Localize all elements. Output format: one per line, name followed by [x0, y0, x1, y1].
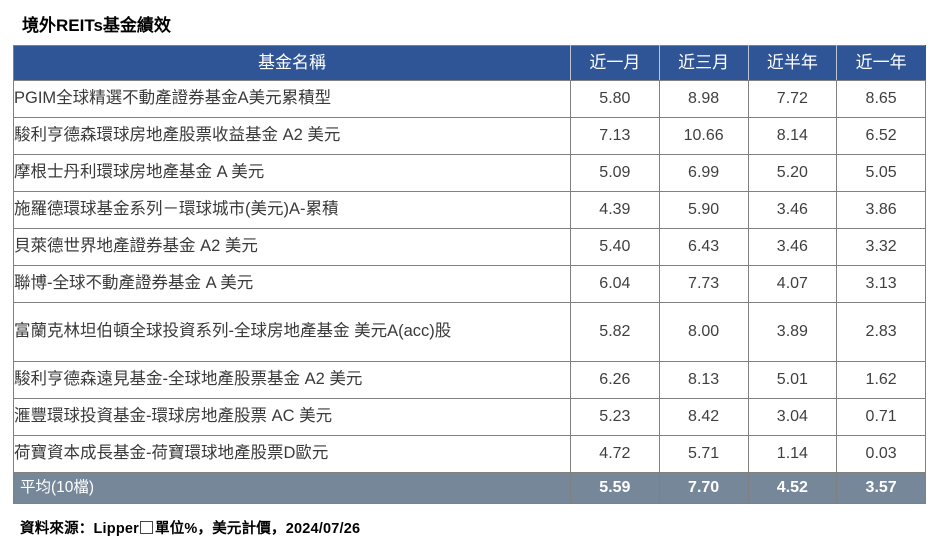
return-1-month-cell: 4.39 [570, 191, 660, 229]
return-3-month-cell: 8.42 [658, 398, 749, 436]
table-row: 滙豐環球投資基金-環球房地產股票 AC 美元 5.23 8.42 3.04 0.… [13, 398, 926, 436]
return-1-year-cell: 1.62 [836, 361, 926, 399]
return-1-month-cell: 5.82 [570, 302, 660, 362]
average-row: 平均(10檔) 5.59 7.70 4.52 3.57 [13, 472, 926, 504]
fund-name-cell: 摩根士丹利環球房地產基金 A 美元 [13, 154, 571, 192]
fund-name-cell: 駿利亨德森遠見基金-全球地產股票基金 A2 美元 [13, 361, 571, 399]
return-1-year-cell: 8.65 [836, 80, 926, 118]
return-6-month-cell: 8.14 [747, 117, 838, 155]
fund-name-cell: 富蘭克林坦伯頓全球投資系列-全球房地產基金 美元A(acc)股 [13, 302, 571, 362]
return-3-month-cell: 6.99 [658, 154, 749, 192]
return-6-month-cell: 3.04 [747, 398, 838, 436]
fund-name-cell: 施羅德環球基金系列－環球城市(美元)A-累積 [13, 191, 571, 229]
performance-table-container: 基金名稱 近一月 近三月 近半年 近一年 PGIM全球精選不動產證券基金A美元累… [13, 45, 926, 504]
return-3-month-cell: 8.00 [658, 302, 749, 362]
return-1-month-cell: 5.40 [570, 228, 660, 266]
return-1-month-cell: 6.26 [570, 361, 660, 399]
return-3-month-cell: 8.13 [658, 361, 749, 399]
column-header-3-month: 近三月 [658, 45, 749, 81]
fund-name-cell: 聯博-全球不動產證券基金 A 美元 [13, 265, 571, 303]
return-6-month-cell: 3.46 [747, 228, 838, 266]
return-1-year-cell: 6.52 [836, 117, 926, 155]
return-1-year-cell: 3.13 [836, 265, 926, 303]
table-header-row: 基金名稱 近一月 近三月 近半年 近一年 [13, 45, 926, 81]
average-6-month: 4.52 [747, 472, 838, 504]
return-1-year-cell: 3.32 [836, 228, 926, 266]
return-3-month-cell: 10.66 [658, 117, 749, 155]
return-6-month-cell: 4.07 [747, 265, 838, 303]
fund-name-cell: 駿利亨德森環球房地產股票收益基金 A2 美元 [13, 117, 571, 155]
table-row: PGIM全球精選不動產證券基金A美元累積型 5.80 8.98 7.72 8.6… [13, 80, 926, 118]
return-1-year-cell: 2.83 [836, 302, 926, 362]
return-1-month-cell: 5.23 [570, 398, 660, 436]
return-1-month-cell: 5.09 [570, 154, 660, 192]
table-footer: 平均(10檔) 5.59 7.70 4.52 3.57 [13, 472, 926, 504]
missing-glyph-icon [140, 521, 154, 534]
fund-name-cell: 荷寶資本成長基金-荷寶環球地產股票D歐元 [13, 435, 571, 473]
table-row: 施羅德環球基金系列－環球城市(美元)A-累積 4.39 5.90 3.46 3.… [13, 191, 926, 229]
average-1-year: 3.57 [836, 472, 926, 504]
table-row: 駿利亨德森環球房地產股票收益基金 A2 美元 7.13 10.66 8.14 6… [13, 117, 926, 155]
return-6-month-cell: 3.46 [747, 191, 838, 229]
page-title: 境外REITs基金績效 [22, 16, 171, 35]
return-6-month-cell: 3.89 [747, 302, 838, 362]
source-note-prefix: 資料來源：Lipper [20, 521, 140, 537]
return-6-month-cell: 1.14 [747, 435, 838, 473]
fund-name-cell: 滙豐環球投資基金-環球房地產股票 AC 美元 [13, 398, 571, 436]
return-1-year-cell: 3.86 [836, 191, 926, 229]
return-1-month-cell: 7.13 [570, 117, 660, 155]
return-1-month-cell: 4.72 [570, 435, 660, 473]
table-body: PGIM全球精選不動產證券基金A美元累積型 5.80 8.98 7.72 8.6… [13, 80, 926, 473]
table-row: 富蘭克林坦伯頓全球投資系列-全球房地產基金 美元A(acc)股 5.82 8.0… [13, 302, 926, 362]
column-header-1-year: 近一年 [836, 45, 926, 81]
average-3-month: 7.70 [658, 472, 749, 504]
fund-name-cell: 貝萊德世界地產證券基金 A2 美元 [13, 228, 571, 266]
source-note: 資料來源：Lipper 單位%，美元計價，2024/07/26 [20, 517, 360, 538]
column-header-6-month: 近半年 [747, 45, 838, 81]
return-1-year-cell: 0.03 [836, 435, 926, 473]
return-1-month-cell: 6.04 [570, 265, 660, 303]
column-header-1-month: 近一月 [570, 45, 660, 81]
return-6-month-cell: 5.01 [747, 361, 838, 399]
source-note-suffix: 單位%，美元計價，2024/07/26 [155, 521, 361, 537]
return-3-month-cell: 5.71 [658, 435, 749, 473]
table-row: 駿利亨德森遠見基金-全球地產股票基金 A2 美元 6.26 8.13 5.01 … [13, 361, 926, 399]
table-header: 基金名稱 近一月 近三月 近半年 近一年 [13, 45, 926, 81]
table-row: 摩根士丹利環球房地產基金 A 美元 5.09 6.99 5.20 5.05 [13, 154, 926, 192]
table-row: 貝萊德世界地產證券基金 A2 美元 5.40 6.43 3.46 3.32 [13, 228, 926, 266]
column-header-fund-name: 基金名稱 [13, 45, 571, 81]
return-1-year-cell: 0.71 [836, 398, 926, 436]
table-row: 荷寶資本成長基金-荷寶環球地產股票D歐元 4.72 5.71 1.14 0.03 [13, 435, 926, 473]
return-6-month-cell: 7.72 [747, 80, 838, 118]
average-1-month: 5.59 [570, 472, 660, 504]
average-label: 平均(10檔) [13, 472, 571, 504]
return-3-month-cell: 5.90 [658, 191, 749, 229]
fund-performance-table: 基金名稱 近一月 近三月 近半年 近一年 PGIM全球精選不動產證券基金A美元累… [13, 45, 926, 504]
return-3-month-cell: 7.73 [658, 265, 749, 303]
table-row: 聯博-全球不動產證券基金 A 美元 6.04 7.73 4.07 3.13 [13, 265, 926, 303]
fund-name-cell: PGIM全球精選不動產證券基金A美元累積型 [13, 80, 571, 118]
return-3-month-cell: 8.98 [658, 80, 749, 118]
return-1-year-cell: 5.05 [836, 154, 926, 192]
return-3-month-cell: 6.43 [658, 228, 749, 266]
return-1-month-cell: 5.80 [570, 80, 660, 118]
return-6-month-cell: 5.20 [747, 154, 838, 192]
